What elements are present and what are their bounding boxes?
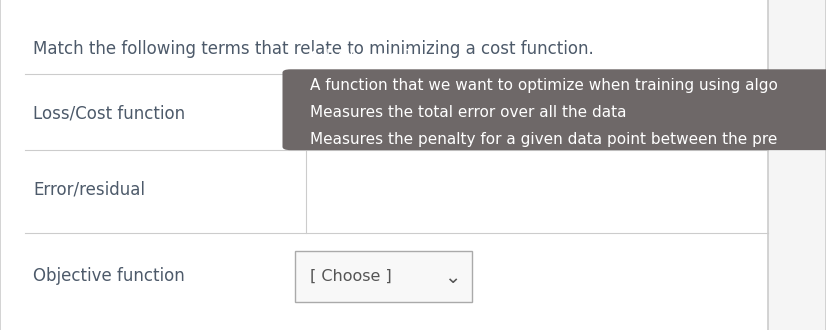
Text: [ Choose ]: [ Choose ]	[310, 269, 392, 284]
Text: Loss/Cost function: Loss/Cost function	[33, 105, 185, 123]
Text: Match the following terms that relate to minimizing a cost function.: Match the following terms that relate to…	[33, 40, 594, 58]
Text: ⌄: ⌄	[444, 268, 460, 287]
Bar	[295, 251, 472, 302]
Text: A function that we want to optimize when training using algo: A function that we want to optimize when…	[310, 78, 777, 93]
Text: ✔: ✔	[301, 48, 318, 67]
Text: Measures the penalty for a given data point between the pre: Measures the penalty for a given data po…	[310, 132, 777, 147]
Text: Objective function: Objective function	[33, 267, 185, 284]
FancyBboxPatch shape	[282, 69, 826, 150]
Text: Measures the total error over all the data: Measures the total error over all the da…	[310, 105, 626, 120]
Text: Error/residual: Error/residual	[33, 181, 145, 199]
Text: [ Choose ]: [ Choose ]	[326, 49, 411, 67]
